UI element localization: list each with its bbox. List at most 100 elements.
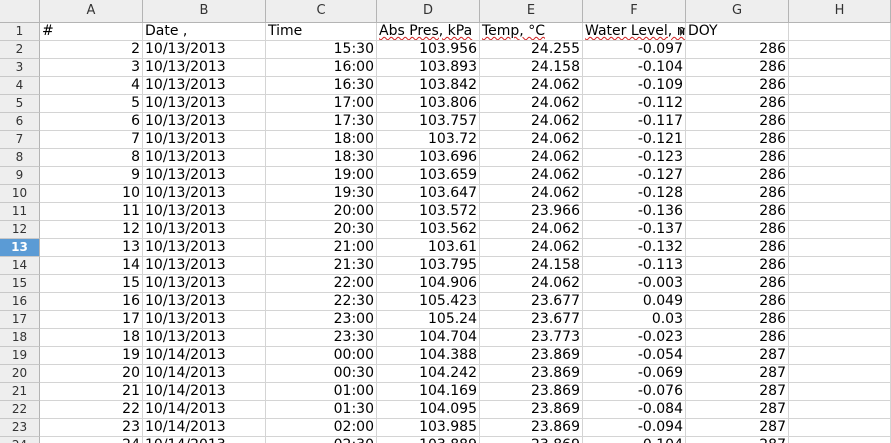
cell-c[interactable]: 19:30 — [266, 185, 377, 203]
column-header-f[interactable]: F — [583, 0, 686, 23]
row-header[interactable]: 2 — [0, 41, 40, 59]
cell-g[interactable]: 286 — [686, 221, 789, 239]
row-header[interactable]: 15 — [0, 275, 40, 293]
cell-c[interactable]: 02:00 — [266, 419, 377, 437]
cell-d[interactable]: 103.795 — [377, 257, 480, 275]
row-header[interactable]: 4 — [0, 77, 40, 95]
cell-e[interactable]: 24.062 — [480, 221, 583, 239]
cell-e[interactable]: 24.062 — [480, 239, 583, 257]
cell-g[interactable]: 286 — [686, 167, 789, 185]
cell-a[interactable]: 16 — [40, 293, 143, 311]
row-header[interactable]: 23 — [0, 419, 40, 437]
cell-a[interactable]: 2 — [40, 41, 143, 59]
cell-f[interactable]: 0.03 — [583, 311, 686, 329]
cell-b[interactable]: 10/14/2013 — [143, 383, 266, 401]
row-header[interactable]: 11 — [0, 203, 40, 221]
cell-a[interactable]: 18 — [40, 329, 143, 347]
cell-b[interactable]: 10/13/2013 — [143, 167, 266, 185]
cell-d[interactable]: 105.24 — [377, 311, 480, 329]
cell-header-h[interactable] — [789, 23, 891, 41]
cell-a[interactable]: 4 — [40, 77, 143, 95]
row-header[interactable]: 24 — [0, 437, 40, 443]
column-header-a[interactable]: A — [40, 0, 143, 23]
row-header[interactable]: 3 — [0, 59, 40, 77]
cell-c[interactable]: 01:00 — [266, 383, 377, 401]
cell-d[interactable]: 103.893 — [377, 59, 480, 77]
column-header-d[interactable]: D — [377, 0, 480, 23]
cell-e[interactable]: 23.869 — [480, 347, 583, 365]
row-header[interactable]: 14 — [0, 257, 40, 275]
cell-header-e[interactable]: Temp, °C — [480, 23, 583, 41]
cell-f[interactable]: 0.049 — [583, 293, 686, 311]
cell-h[interactable] — [789, 167, 891, 185]
cell-b[interactable]: 10/13/2013 — [143, 203, 266, 221]
cell-c[interactable]: 02:30 — [266, 437, 377, 443]
cell-f[interactable]: -0.123 — [583, 149, 686, 167]
row-header[interactable]: 13 — [0, 239, 40, 257]
row-header[interactable]: 8 — [0, 149, 40, 167]
cell-a[interactable]: 21 — [40, 383, 143, 401]
cell-a[interactable]: 15 — [40, 275, 143, 293]
cell-c[interactable]: 23:30 — [266, 329, 377, 347]
cell-f[interactable]: -0.136 — [583, 203, 686, 221]
cell-e[interactable]: 24.062 — [480, 167, 583, 185]
row-header[interactable]: 16 — [0, 293, 40, 311]
cell-e[interactable]: 23.677 — [480, 293, 583, 311]
cell-b[interactable]: 10/13/2013 — [143, 149, 266, 167]
cell-c[interactable]: 17:00 — [266, 95, 377, 113]
cell-f[interactable]: -0.128 — [583, 185, 686, 203]
cell-e[interactable]: 24.255 — [480, 41, 583, 59]
cell-h[interactable] — [789, 293, 891, 311]
cell-a[interactable]: 9 — [40, 167, 143, 185]
cell-h[interactable] — [789, 149, 891, 167]
cell-b[interactable]: 10/13/2013 — [143, 293, 266, 311]
cell-d[interactable]: 103.647 — [377, 185, 480, 203]
cell-e[interactable]: 24.062 — [480, 113, 583, 131]
cell-e[interactable]: 23.966 — [480, 203, 583, 221]
cell-g[interactable]: 286 — [686, 113, 789, 131]
cell-c[interactable]: 00:30 — [266, 365, 377, 383]
cell-c[interactable]: 15:30 — [266, 41, 377, 59]
cell-b[interactable]: 10/13/2013 — [143, 59, 266, 77]
cell-d[interactable]: 103.956 — [377, 41, 480, 59]
cell-g[interactable]: 286 — [686, 77, 789, 95]
cell-f[interactable]: -0.117 — [583, 113, 686, 131]
cell-d[interactable]: 105.423 — [377, 293, 480, 311]
cell-d[interactable]: 103.889 — [377, 437, 480, 443]
row-header[interactable]: 18 — [0, 329, 40, 347]
cell-h[interactable] — [789, 365, 891, 383]
cell-b[interactable]: 10/13/2013 — [143, 275, 266, 293]
cell-b[interactable]: 10/13/2013 — [143, 239, 266, 257]
cell-c[interactable]: 20:00 — [266, 203, 377, 221]
cell-a[interactable]: 13 — [40, 239, 143, 257]
row-header[interactable]: 7 — [0, 131, 40, 149]
cell-e[interactable]: 23.869 — [480, 383, 583, 401]
cell-header-c[interactable]: Time — [266, 23, 377, 41]
cell-f[interactable]: -0.113 — [583, 257, 686, 275]
row-header[interactable]: 17 — [0, 311, 40, 329]
cell-e[interactable]: 24.062 — [480, 131, 583, 149]
cell-a[interactable]: 22 — [40, 401, 143, 419]
cell-h[interactable] — [789, 41, 891, 59]
cell-c[interactable]: 23:00 — [266, 311, 377, 329]
cell-g[interactable]: 287 — [686, 401, 789, 419]
cell-h[interactable] — [789, 59, 891, 77]
row-header[interactable]: 1 — [0, 23, 40, 41]
cell-e[interactable]: 23.773 — [480, 329, 583, 347]
row-header[interactable]: 9 — [0, 167, 40, 185]
cell-a[interactable]: 3 — [40, 59, 143, 77]
cell-g[interactable]: 286 — [686, 131, 789, 149]
cell-g[interactable]: 287 — [686, 347, 789, 365]
column-header-e[interactable]: E — [480, 0, 583, 23]
cell-b[interactable]: 10/13/2013 — [143, 329, 266, 347]
cell-e[interactable]: 23.677 — [480, 311, 583, 329]
cell-d[interactable]: 103.985 — [377, 419, 480, 437]
cell-f[interactable]: -0.112 — [583, 95, 686, 113]
cell-a[interactable]: 17 — [40, 311, 143, 329]
cell-b[interactable]: 10/13/2013 — [143, 95, 266, 113]
row-header[interactable]: 19 — [0, 347, 40, 365]
cell-g[interactable]: 286 — [686, 293, 789, 311]
cell-h[interactable] — [789, 419, 891, 437]
cell-d[interactable]: 103.696 — [377, 149, 480, 167]
cell-g[interactable]: 286 — [686, 41, 789, 59]
